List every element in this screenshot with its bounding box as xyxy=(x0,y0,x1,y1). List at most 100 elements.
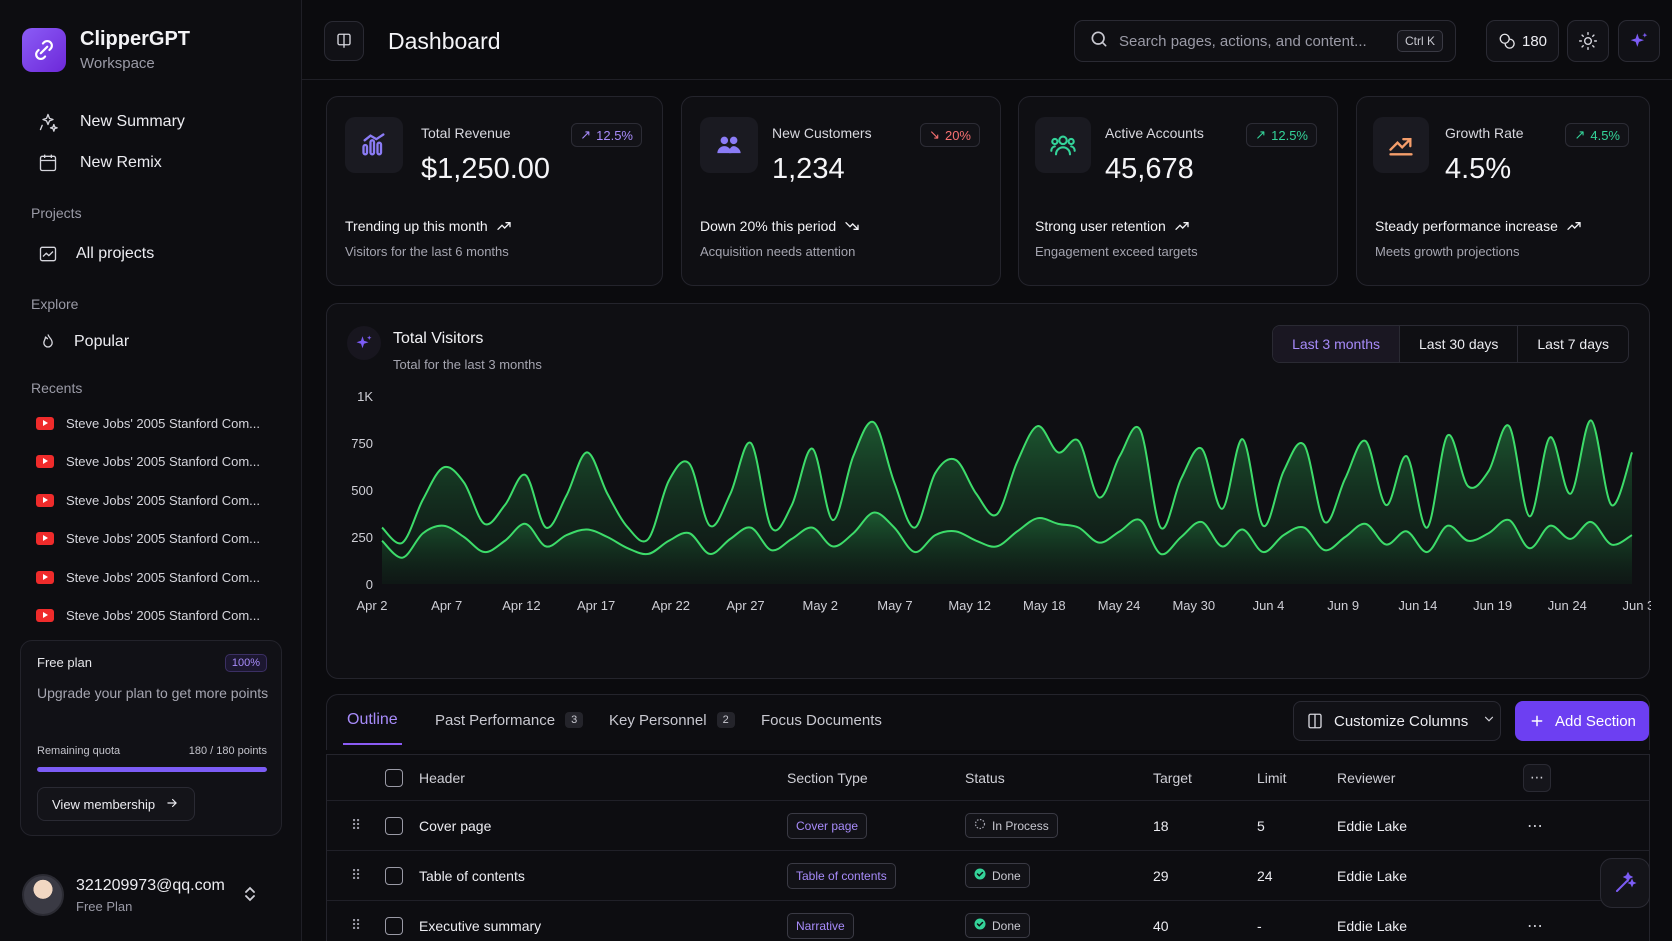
recent-item[interactable]: Steve Jobs' 2005 Stanford Com... xyxy=(22,444,280,478)
stat-summary: Strong user retention xyxy=(1035,218,1190,234)
column-header[interactable]: Header xyxy=(419,769,465,786)
drag-handle-icon[interactable]: ⠿ xyxy=(351,817,361,833)
x-tick-label: Jun 30 xyxy=(1622,598,1651,613)
table-row[interactable]: ⠿ Cover page Cover page In Process 18 5 … xyxy=(327,801,1649,851)
stat-trend-badge: ↗ 12.5% xyxy=(1246,123,1317,147)
nav-all-projects[interactable]: All projects xyxy=(22,234,280,274)
x-tick-label: Jun 4 xyxy=(1253,598,1285,613)
table-row[interactable]: ⠿ Executive summary Narrative Done 40 - … xyxy=(327,901,1649,941)
column-header[interactable]: Section Type xyxy=(787,769,868,786)
add-section-label: Add Section xyxy=(1555,712,1636,730)
stat-label: Growth Rate xyxy=(1445,125,1524,141)
user-menu[interactable]: 321209973@qq.com Free Plan xyxy=(22,870,280,920)
stat-card-active-accounts: Active Accounts 45,678 ↗ 12.5% Strong use… xyxy=(1018,96,1338,286)
theme-toggle-button[interactable] xyxy=(1567,20,1609,62)
floating-ai-button[interactable] xyxy=(1600,858,1650,908)
trend-down-icon xyxy=(845,222,859,230)
drag-handle-icon[interactable]: ⠿ xyxy=(351,917,361,933)
range-last-3-months[interactable]: Last 3 months xyxy=(1273,326,1399,362)
tab-past-performance[interactable]: Past Performance 3 xyxy=(435,695,584,745)
tab-outline[interactable]: Outline xyxy=(343,695,402,745)
youtube-icon xyxy=(36,416,54,430)
row-checkbox[interactable] xyxy=(385,916,403,935)
search-shortcut: Ctrl K xyxy=(1397,30,1443,52)
tab-focus-documents[interactable]: Focus Documents xyxy=(761,695,882,745)
x-tick-label: May 12 xyxy=(948,598,991,613)
stat-summary-text: Steady performance increase xyxy=(1375,218,1558,234)
section-projects: Projects xyxy=(31,205,82,221)
tab-key-personnel[interactable]: Key Personnel 2 xyxy=(609,695,735,745)
row-checkbox[interactable] xyxy=(385,816,403,835)
column-header[interactable]: Limit xyxy=(1257,769,1287,786)
trend-up-arrow-icon: ↗ xyxy=(1255,127,1267,142)
calendar-icon xyxy=(36,151,60,175)
search-icon xyxy=(1089,29,1109,54)
more-options-icon[interactable]: ⋯ xyxy=(1523,763,1551,792)
search-box[interactable]: Ctrl K xyxy=(1074,20,1456,62)
column-header[interactable]: Target xyxy=(1153,769,1192,786)
stat-value: $1,250.00 xyxy=(421,153,551,185)
sidebar-toggle-button[interactable] xyxy=(324,21,364,61)
brand-name: ClipperGPT xyxy=(80,28,191,50)
status-text: Done xyxy=(992,868,1021,883)
brand-logo-icon xyxy=(22,28,66,72)
tab-label: Past Performance xyxy=(435,711,556,729)
plan-title: Free plan xyxy=(37,655,92,670)
search-input[interactable] xyxy=(1119,32,1389,50)
avatar xyxy=(22,874,64,916)
table-toolbar: Outline Past Performance 3 Key Personnel 2… xyxy=(326,694,1650,750)
x-tick-label: May 7 xyxy=(877,598,912,613)
section-type-badge: Narrative xyxy=(787,912,854,939)
status-text: In Process xyxy=(992,818,1049,833)
recent-item[interactable]: Steve Jobs' 2005 Stanford Com... xyxy=(22,406,280,440)
recent-item-label: Steve Jobs' 2005 Stanford Com... xyxy=(66,530,260,546)
youtube-icon xyxy=(36,454,54,468)
table-row[interactable]: ⠿ Table of contents Table of contents Do… xyxy=(327,851,1649,901)
recent-item[interactable]: Steve Jobs' 2005 Stanford Com... xyxy=(22,483,280,517)
ai-assistant-button[interactable] xyxy=(1618,20,1660,62)
customize-columns-button[interactable]: Customize Columns xyxy=(1293,701,1501,741)
stat-trend-value: 12.5% xyxy=(596,127,633,143)
sections-table: Header Section Type Status Target Limit … xyxy=(326,754,1650,941)
chart-subtitle: Total for the last 3 months xyxy=(393,357,542,372)
drag-handle-icon[interactable]: ⠿ xyxy=(351,867,361,883)
quota-progress xyxy=(37,767,267,772)
row-header: Table of contents xyxy=(419,867,525,884)
tab-count-badge: 2 xyxy=(716,712,735,728)
column-header[interactable]: Reviewer xyxy=(1337,769,1396,786)
row-select-cell xyxy=(385,851,403,900)
x-tick-label: Jun 9 xyxy=(1327,598,1359,613)
tab-label: Outline xyxy=(347,711,398,728)
recent-item[interactable]: Steve Jobs' 2005 Stanford Com... xyxy=(22,521,280,555)
stat-detail: Acquisition needs attention xyxy=(700,244,856,259)
column-header[interactable]: Status xyxy=(965,769,1005,786)
brand-workspace: Workspace xyxy=(80,55,155,72)
section-type-badge: Table of contents xyxy=(787,862,896,889)
range-last-30-days[interactable]: Last 30 days xyxy=(1399,326,1517,362)
drag-handle-cell: ⠿ xyxy=(351,801,361,850)
row-header: Cover page xyxy=(419,817,492,834)
more-options-icon[interactable]: ⋯ xyxy=(1527,817,1543,835)
more-options-icon[interactable]: ⋯ xyxy=(1527,917,1543,935)
range-last-7-days[interactable]: Last 7 days xyxy=(1517,326,1628,362)
users-icon xyxy=(700,117,758,173)
x-tick-label: Jun 24 xyxy=(1548,598,1587,613)
x-tick-label: Apr 12 xyxy=(502,598,540,613)
target-cell: 18 xyxy=(1153,817,1169,834)
nav-popular[interactable]: Popular xyxy=(22,322,280,362)
credits-button[interactable]: 180 xyxy=(1486,20,1559,62)
status-cell: Done xyxy=(965,901,1030,941)
view-membership-button[interactable]: View membership xyxy=(37,787,195,821)
nav-new-remix[interactable]: New Remix xyxy=(22,143,280,183)
brand[interactable]: ClipperGPT Workspace xyxy=(22,28,190,72)
coins-icon xyxy=(1499,33,1515,49)
recent-item[interactable]: Steve Jobs' 2005 Stanford Com... xyxy=(22,598,280,632)
y-tick-label: 0 xyxy=(366,577,373,592)
recent-item[interactable]: Steve Jobs' 2005 Stanford Com... xyxy=(22,560,280,594)
limit-cell: 5 xyxy=(1257,817,1265,834)
add-section-button[interactable]: Add Section xyxy=(1515,701,1649,741)
nav-new-summary[interactable]: New Summary xyxy=(22,102,280,142)
row-checkbox[interactable] xyxy=(385,866,403,885)
select-all-checkbox[interactable] xyxy=(385,768,403,787)
stat-summary: Down 20% this period xyxy=(700,218,860,234)
